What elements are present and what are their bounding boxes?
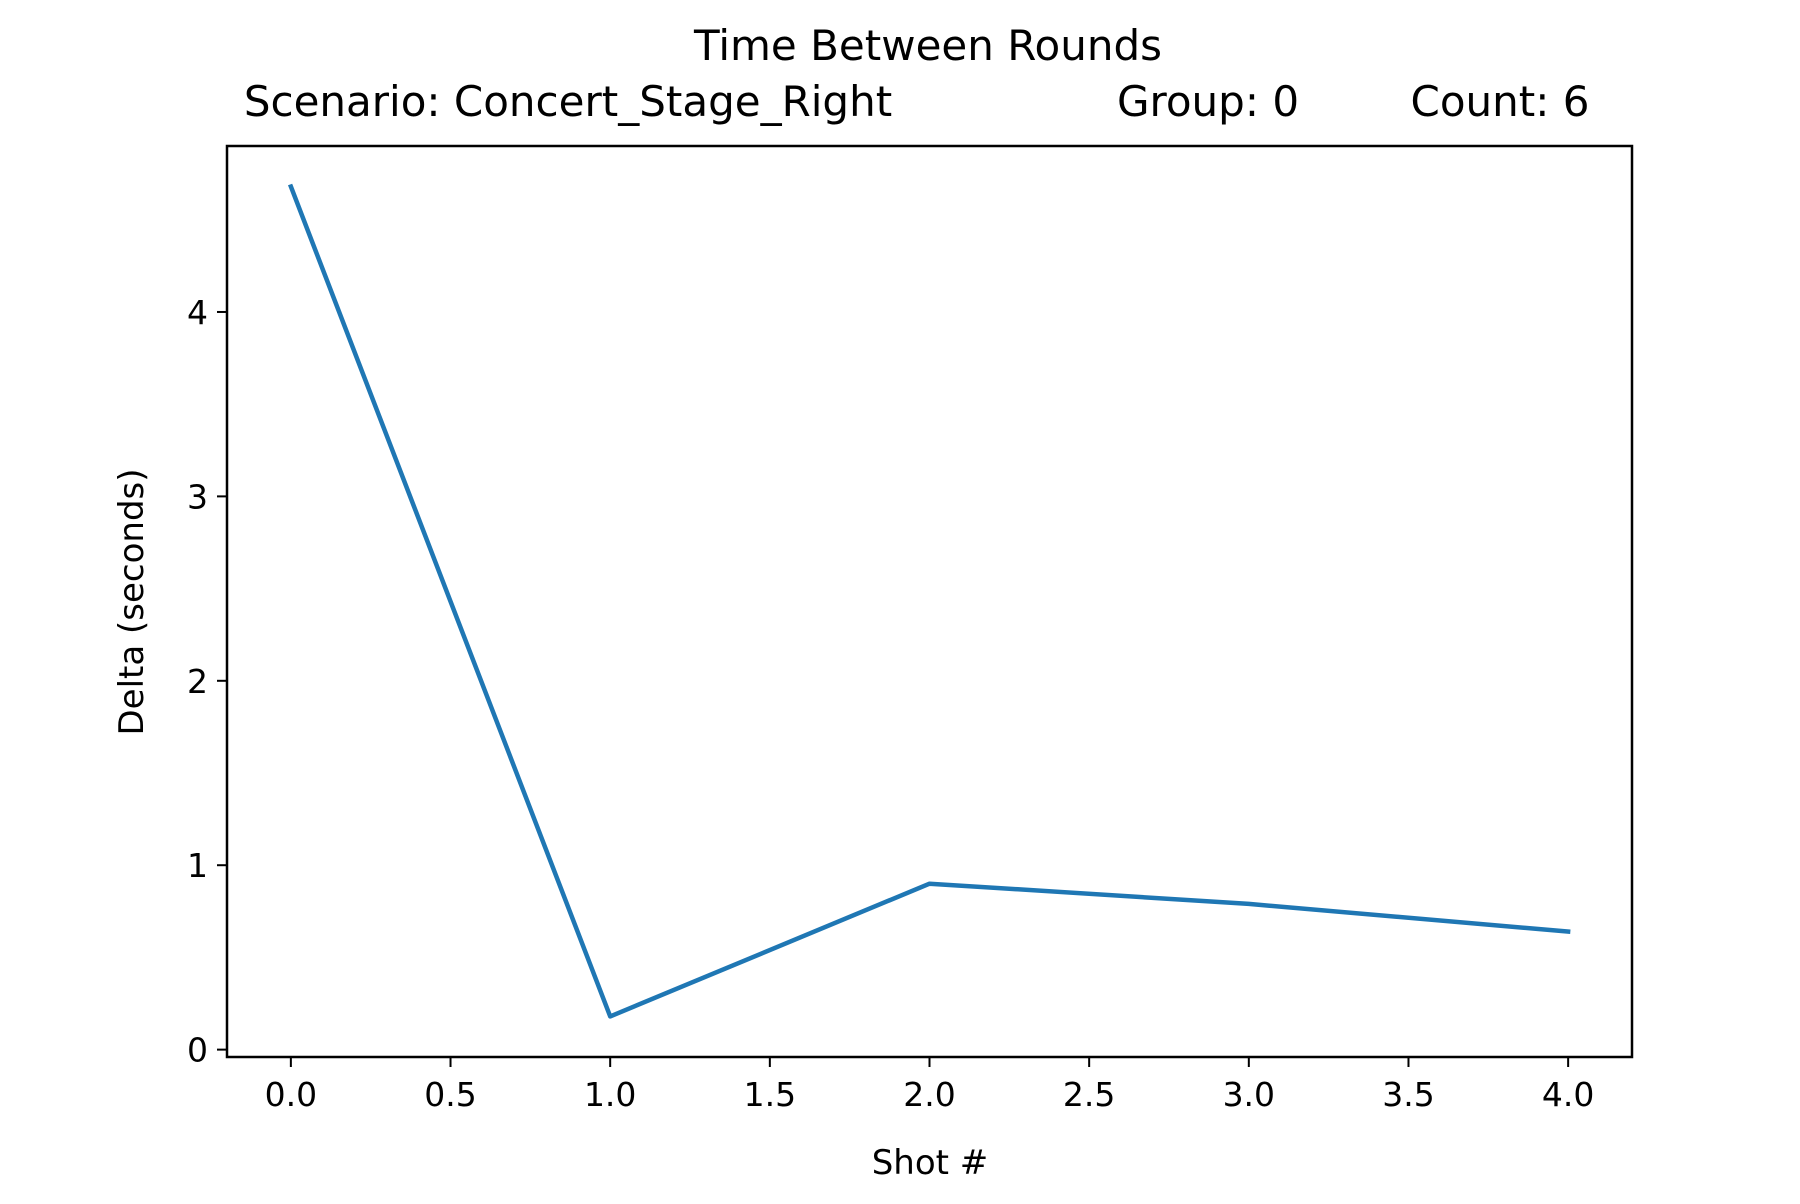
x-axis-ticks: 0.0 0.5 1.0 1.5 2.0 2.5 3.0 3.5 4.0 xyxy=(265,1057,1594,1114)
y-tick-label: 1 xyxy=(187,846,208,885)
chart-subtitle-group: Group: 0 xyxy=(1117,77,1299,126)
chart-title: Time Between Rounds xyxy=(693,21,1162,70)
y-tick-label: 2 xyxy=(187,662,208,701)
y-tick-label: 3 xyxy=(187,477,208,516)
chart-subtitle-count: Count: 6 xyxy=(1411,77,1590,126)
x-tick-label: 2.0 xyxy=(903,1075,955,1114)
y-tick-label: 4 xyxy=(187,293,208,332)
y-axis-label: Delta (seconds) xyxy=(112,468,152,735)
chart-subtitle-scenario: Scenario: Concert_Stage_Right xyxy=(244,77,892,126)
x-tick-label: 3.5 xyxy=(1382,1075,1434,1114)
x-tick-label: 2.5 xyxy=(1063,1075,1115,1114)
x-tick-label: 0.0 xyxy=(265,1075,317,1114)
x-tick-label: 1.0 xyxy=(584,1075,636,1114)
x-axis-label: Shot # xyxy=(872,1143,989,1183)
x-tick-label: 4.0 xyxy=(1542,1075,1594,1114)
x-tick-label: 1.5 xyxy=(744,1075,796,1114)
y-tick-label: 0 xyxy=(187,1031,208,1070)
plot-content xyxy=(287,183,1571,1019)
series-line xyxy=(287,183,1571,1019)
x-tick-label: 0.5 xyxy=(424,1075,476,1114)
x-tick-label: 3.0 xyxy=(1223,1075,1275,1114)
y-axis-ticks: 0 1 2 3 4 xyxy=(187,293,227,1070)
